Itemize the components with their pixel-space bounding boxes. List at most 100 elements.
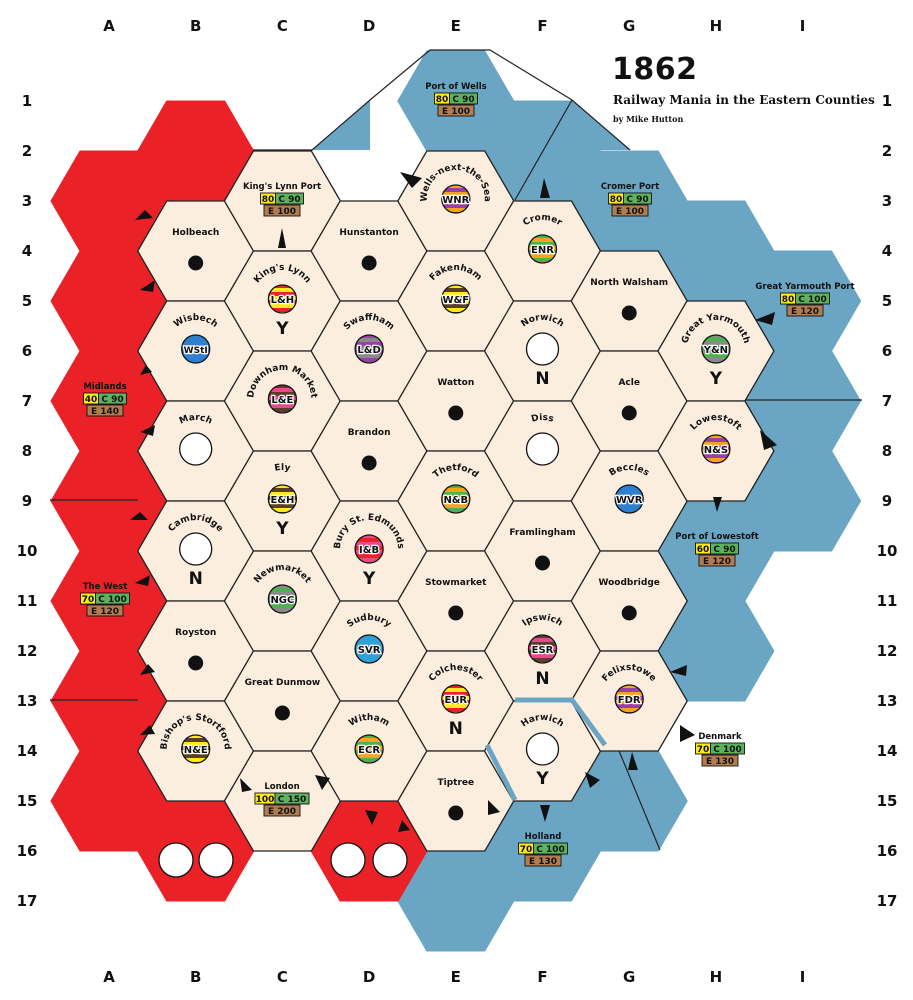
revenue-brown-box	[524, 854, 562, 867]
game-subtitle: Railway Mania in the Eastern Counties	[613, 93, 875, 107]
row-label-right: 7	[882, 392, 892, 410]
town-dot	[621, 605, 637, 621]
town-dot	[448, 405, 464, 421]
revenue-brown: E 100	[616, 207, 644, 217]
town-holbeach[interactable]: Holbeach	[172, 228, 219, 271]
column-label-bottom: B	[190, 968, 201, 986]
row-label-left: 5	[22, 292, 32, 310]
row-label-left: 9	[22, 492, 32, 510]
city-label: N	[535, 369, 549, 389]
column-label-bottom: H	[710, 968, 723, 986]
city-ely[interactable]: Ely E&H Y	[253, 463, 311, 539]
track-exit-arrow	[540, 805, 550, 822]
company-code: I&B	[359, 545, 379, 556]
town-woodbridge[interactable]: Woodbridge	[599, 578, 660, 621]
offboard-king-s-lynn-port[interactable]: King's Lynn Port 80 C 90 E 100	[243, 182, 321, 217]
town-brandon[interactable]: Brandon	[348, 428, 391, 471]
track-exit-arrow	[680, 725, 695, 742]
city-diss[interactable]: Diss	[514, 413, 572, 466]
city-march[interactable]: March	[167, 413, 225, 466]
town-dot	[448, 805, 464, 821]
column-label-bottom: D	[363, 968, 375, 986]
column-label-bottom: F	[537, 968, 547, 986]
offboard-midlands[interactable]: Midlands 40 C 90 E 140	[83, 382, 127, 417]
town-tiptree[interactable]: Tiptree	[437, 778, 474, 821]
city-wisbech[interactable]: Wisbech WStI	[167, 313, 225, 366]
city-label: Y	[709, 369, 723, 389]
city-sudbury[interactable]: Sudbury SVR	[340, 613, 398, 666]
track-exit-arrow	[488, 800, 500, 815]
town-dot	[274, 705, 290, 721]
revenue-green-box	[98, 392, 127, 405]
offboard-port-of-lowestoft[interactable]: Port of Lowestoft 60 C 90 E 120	[675, 532, 758, 567]
city-harwich[interactable]: Harwich Y	[514, 713, 572, 789]
offboard-the-west[interactable]: The West 70 C 100 E 120	[80, 582, 130, 617]
revenue-green: C 90	[278, 195, 300, 205]
city-name: Ely	[274, 463, 291, 474]
offboard-holland[interactable]: Holland 70 C 100 E 130	[518, 832, 568, 867]
city-cromer[interactable]: Cromer ENR	[514, 213, 572, 266]
town-dot	[361, 455, 377, 471]
revenue-brown: E 200	[268, 807, 296, 817]
city-slot	[525, 732, 560, 766]
offboard-port-of-wells[interactable]: Port of Wells 80 C 90 E 100	[425, 82, 487, 117]
town-dot	[621, 305, 637, 321]
revenue-green: C 100	[713, 745, 742, 755]
revenue-green: C 90	[452, 95, 474, 105]
revenue-yellow: 70	[82, 595, 95, 605]
offboard-name: The West	[83, 582, 128, 592]
town-north-walsham[interactable]: North Walsham	[590, 278, 668, 321]
row-label-right: 16	[877, 842, 898, 860]
row-label-right: 6	[882, 342, 892, 360]
city-thetford[interactable]: Thetford N&B	[427, 463, 485, 516]
track-exit-arrow	[398, 820, 410, 832]
city-label: Y	[535, 769, 549, 789]
town-name: Holbeach	[172, 228, 219, 238]
city-norwich[interactable]: Norwich N	[514, 313, 572, 389]
town-dot	[361, 255, 377, 271]
revenue-green: C 90	[626, 195, 648, 205]
town-royston[interactable]: Royston	[175, 628, 216, 671]
town-name: Acle	[618, 378, 640, 388]
city-slot	[525, 432, 560, 466]
offboard-name: Port of Wells	[425, 82, 487, 92]
town-name: Royston	[175, 628, 216, 638]
offboard-london[interactable]: London 100 C 150 E 200	[254, 782, 310, 817]
revenue-green-box	[274, 792, 310, 805]
row-label-left: 6	[22, 342, 32, 360]
town-hunstanton[interactable]: Hunstanton	[339, 228, 399, 271]
revenue-green-box	[533, 842, 568, 855]
revenue-brown-box	[701, 754, 739, 767]
company-code: ESR	[532, 645, 554, 656]
london-station-slot	[198, 842, 234, 878]
track-exit-arrow	[240, 778, 252, 792]
track-exit-arrow	[670, 665, 687, 676]
town-stowmarket[interactable]: Stowmarket	[425, 578, 487, 621]
revenue-brown: E 130	[529, 857, 557, 867]
town-acle[interactable]: Acle	[618, 378, 640, 421]
column-label-bottom: E	[451, 968, 461, 986]
revenue-brown: E 120	[791, 307, 819, 317]
offboard-great-yarmouth-port[interactable]: Great Yarmouth Port 80 C 100 E 120	[755, 282, 854, 317]
city-beccles[interactable]: Beccles WVR	[600, 463, 658, 516]
column-label-bottom: I	[800, 968, 806, 986]
town-great-dunmow[interactable]: Great Dunmow	[245, 678, 321, 721]
city-label: N	[189, 569, 203, 589]
town-dot	[188, 255, 204, 271]
offboard-cromer-port[interactable]: Cromer Port 80 C 90 E 100	[601, 182, 659, 217]
column-label-top: H	[710, 17, 723, 35]
city-label: N	[449, 719, 463, 739]
company-code: L&H	[271, 295, 294, 306]
city-slot	[179, 432, 213, 466]
offboard-name: Denmark	[698, 732, 742, 742]
town-framlingham[interactable]: Framlingham	[509, 528, 576, 571]
city-slot	[525, 332, 560, 366]
row-label-left: 7	[22, 392, 32, 410]
offboard-denmark[interactable]: Denmark 70 C 100 E 130	[695, 732, 745, 767]
revenue-green: C 90	[713, 545, 735, 555]
town-watton[interactable]: Watton	[437, 378, 474, 421]
track-exit-arrow	[755, 312, 775, 325]
revenue-brown: E 100	[268, 207, 296, 217]
